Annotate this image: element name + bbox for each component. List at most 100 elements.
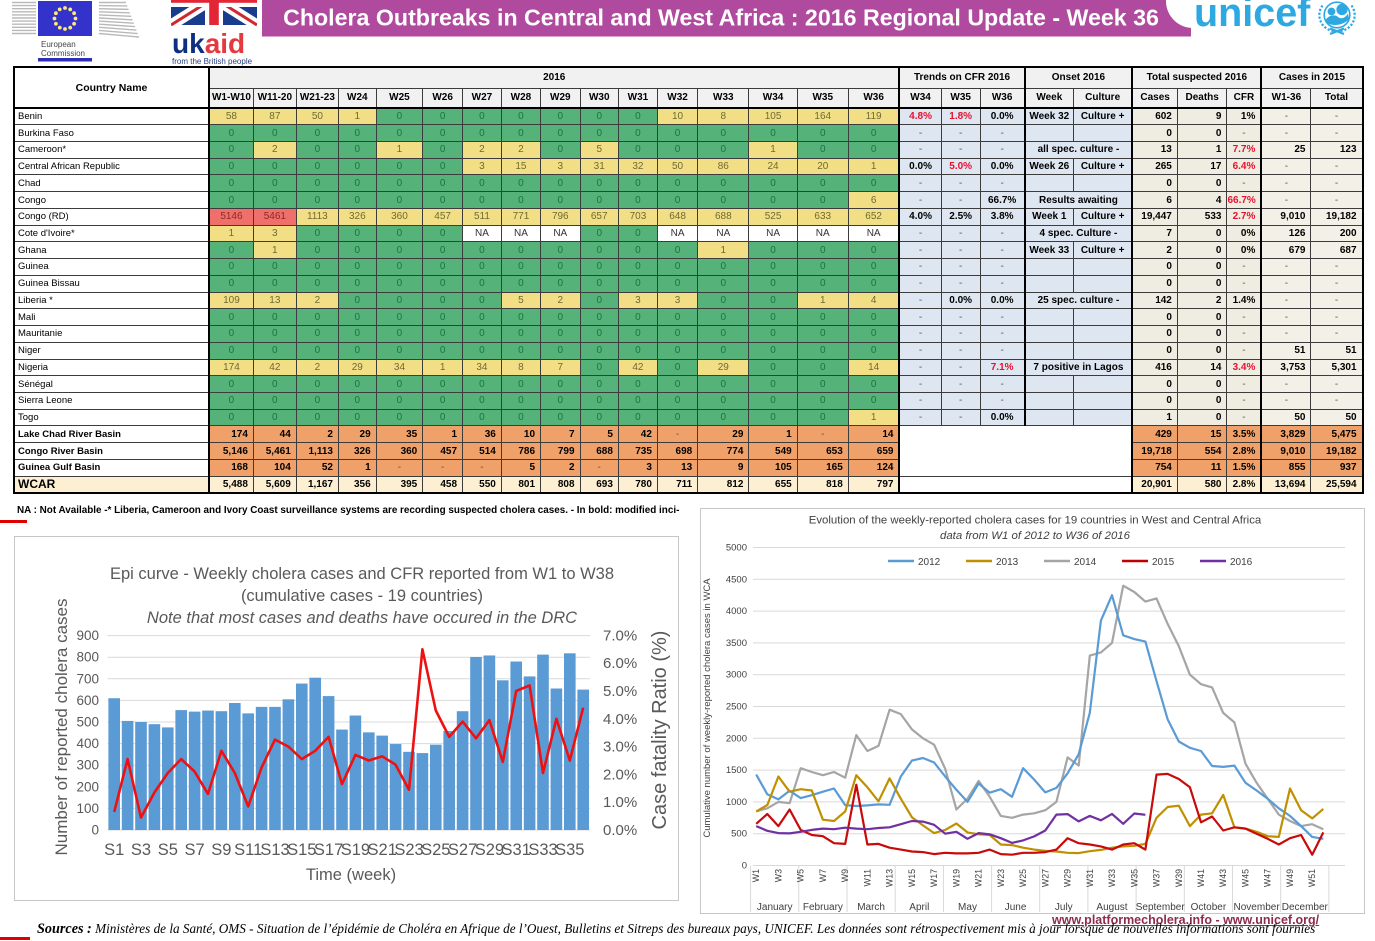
- svg-text:0.0%: 0.0%: [603, 822, 637, 839]
- svg-text:1.0%: 1.0%: [603, 794, 637, 811]
- svg-text:W25: W25: [1018, 869, 1028, 887]
- svg-text:May: May: [958, 902, 977, 913]
- svg-text:S13: S13: [260, 841, 289, 859]
- svg-text:W3: W3: [773, 869, 783, 882]
- svg-text:W45: W45: [1241, 869, 1251, 887]
- svg-text:1500: 1500: [726, 765, 747, 776]
- svg-text:W39: W39: [1174, 869, 1184, 887]
- svg-text:W15: W15: [907, 869, 917, 887]
- svg-text:Number of reported cholera cas: Number of reported cholera cases: [52, 598, 71, 855]
- svg-text:2016: 2016: [1230, 557, 1253, 568]
- svg-text:W49: W49: [1285, 869, 1295, 887]
- svg-text:European: European: [41, 40, 76, 49]
- svg-text:March: March: [857, 902, 885, 913]
- svg-text:200: 200: [76, 779, 99, 794]
- svg-text:W29: W29: [1063, 869, 1073, 887]
- svg-text:500: 500: [76, 715, 99, 730]
- svg-text:2012: 2012: [918, 557, 941, 568]
- svg-text:W35: W35: [1129, 869, 1139, 887]
- svg-text:800: 800: [76, 650, 99, 665]
- svg-text:7.0%: 7.0%: [603, 627, 637, 644]
- svg-text:February: February: [803, 902, 843, 913]
- svg-text:4000: 4000: [726, 606, 747, 617]
- svg-text:W9: W9: [840, 869, 850, 882]
- svg-text:3.0%: 3.0%: [603, 739, 637, 756]
- svg-text:S27: S27: [448, 841, 477, 859]
- svg-text:W21: W21: [974, 869, 984, 887]
- svg-text:5.0%: 5.0%: [603, 683, 637, 700]
- svg-text:S3: S3: [131, 841, 151, 859]
- svg-text:0: 0: [91, 823, 99, 838]
- svg-text:S19: S19: [341, 841, 370, 859]
- svg-text:W51: W51: [1307, 869, 1317, 887]
- svg-text:2014: 2014: [1074, 557, 1097, 568]
- svg-text:600: 600: [76, 693, 99, 708]
- svg-text:W41: W41: [1196, 869, 1206, 887]
- svg-text:S31: S31: [502, 841, 531, 859]
- svg-text:October: October: [1191, 902, 1227, 913]
- svg-text:January: January: [757, 902, 793, 913]
- svg-text:W47: W47: [1263, 869, 1273, 887]
- svg-text:2.0%: 2.0%: [603, 766, 637, 783]
- svg-text:300: 300: [76, 758, 99, 773]
- svg-text:June: June: [1005, 902, 1027, 913]
- svg-text:S1: S1: [104, 841, 124, 859]
- svg-text:700: 700: [76, 671, 99, 686]
- svg-text:0: 0: [742, 861, 747, 872]
- svg-text:900: 900: [76, 628, 99, 643]
- svg-text:S35: S35: [555, 841, 584, 859]
- svg-text:Cumulative number of weekly-re: Cumulative number of weekly-reported cho…: [702, 578, 713, 838]
- svg-text:4.0%: 4.0%: [603, 711, 637, 728]
- svg-text:S21: S21: [368, 841, 397, 859]
- svg-text:S11: S11: [234, 841, 262, 859]
- svg-text:W23: W23: [996, 869, 1006, 887]
- svg-text:April: April: [909, 902, 929, 913]
- svg-text:September: September: [1136, 902, 1186, 913]
- svg-text:Note that most cases and death: Note that most cases and deaths have occ…: [147, 609, 577, 627]
- svg-text:S29: S29: [475, 841, 504, 859]
- svg-text:S15: S15: [287, 841, 316, 859]
- svg-text:W31: W31: [1085, 869, 1095, 887]
- svg-text:Epi curve - Weekly cholera cas: Epi curve - Weekly cholera cases and CFR…: [110, 565, 614, 583]
- svg-text:2000: 2000: [726, 733, 747, 744]
- svg-text:data from W1 of 2012 to W36 of: data from W1 of 2012 to W36 of 2016: [940, 530, 1131, 542]
- svg-text:(cumulative cases - 19 countri: (cumulative cases - 19 countries): [241, 587, 483, 605]
- svg-text:July: July: [1055, 902, 1073, 913]
- svg-text:S33: S33: [528, 841, 557, 859]
- svg-text:2015: 2015: [1152, 557, 1175, 568]
- svg-text:3000: 3000: [726, 670, 747, 681]
- svg-text:S9: S9: [211, 841, 231, 859]
- svg-text:Commission: Commission: [41, 49, 85, 58]
- svg-text:W7: W7: [818, 869, 828, 882]
- svg-text:S7: S7: [185, 841, 205, 859]
- svg-text:W43: W43: [1218, 869, 1228, 887]
- svg-text:Cholera Outbreaks in Central a: Cholera Outbreaks in Central and West Af…: [283, 5, 1159, 31]
- svg-text:S17: S17: [314, 841, 343, 859]
- svg-text:S23: S23: [394, 841, 423, 859]
- svg-text:S25: S25: [421, 841, 450, 859]
- svg-text:400: 400: [76, 736, 99, 751]
- svg-text:1000: 1000: [726, 797, 747, 808]
- svg-text:W1: W1: [751, 869, 761, 882]
- svg-text:W11: W11: [862, 869, 872, 887]
- svg-text:W13: W13: [885, 869, 895, 887]
- svg-text:S5: S5: [158, 841, 178, 859]
- svg-text:W5: W5: [796, 869, 806, 882]
- svg-text:W17: W17: [929, 869, 939, 887]
- svg-text:Case fatality Ratio (%): Case fatality Ratio (%): [649, 631, 671, 830]
- svg-text:3500: 3500: [726, 638, 747, 649]
- svg-text:August: August: [1096, 902, 1127, 913]
- svg-text:W33: W33: [1107, 869, 1117, 887]
- svg-text:W27: W27: [1040, 869, 1050, 887]
- svg-text:December: December: [1282, 902, 1329, 913]
- svg-text:Time (week): Time (week): [306, 866, 396, 884]
- svg-text:2500: 2500: [726, 702, 747, 713]
- svg-text:Evolution of the weekly-report: Evolution of the weekly-reported cholera…: [809, 515, 1262, 527]
- svg-text:500: 500: [731, 829, 747, 840]
- svg-text:100: 100: [76, 801, 99, 816]
- svg-text:W19: W19: [951, 869, 961, 887]
- svg-text:W37: W37: [1152, 869, 1162, 887]
- svg-text:November: November: [1234, 902, 1281, 913]
- svg-text:6.0%: 6.0%: [603, 655, 637, 672]
- svg-text:5000: 5000: [726, 543, 747, 554]
